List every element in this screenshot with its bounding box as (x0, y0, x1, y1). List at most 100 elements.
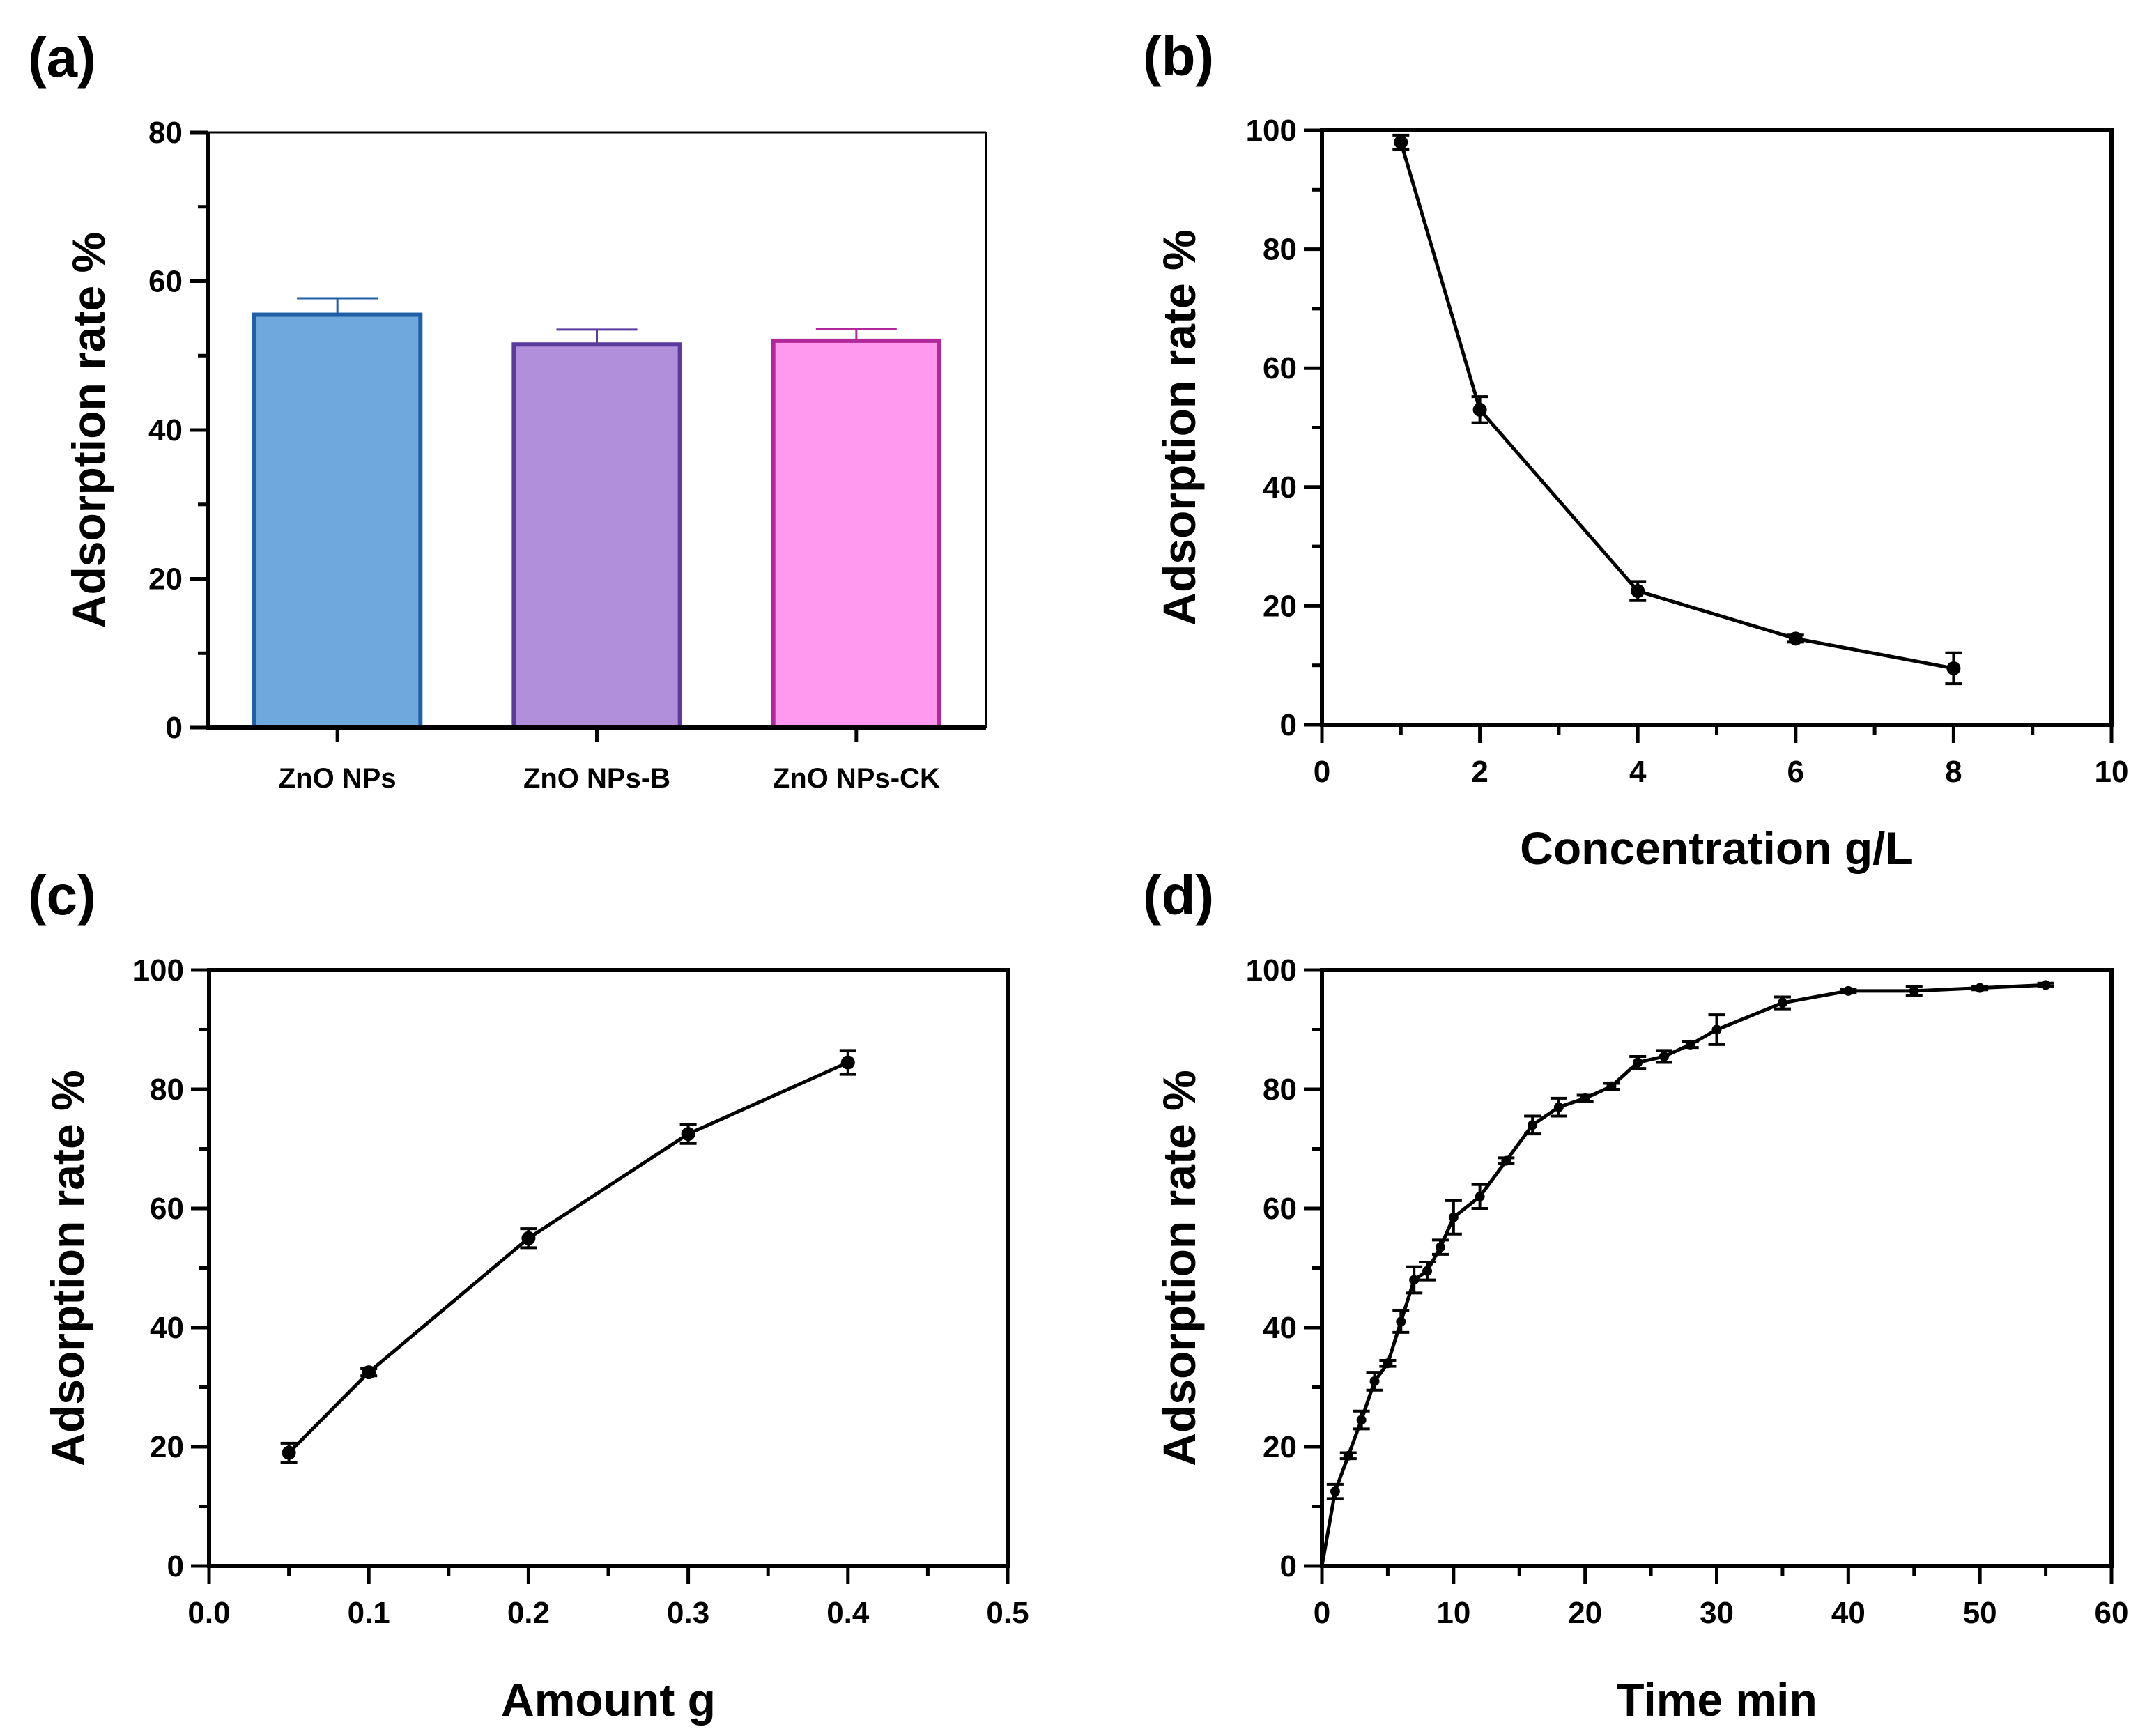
y-tick-label: 60 (1263, 1192, 1297, 1226)
y-tick-label: 0 (166, 711, 183, 745)
data-point (1528, 1120, 1538, 1130)
data-point (1946, 661, 1961, 675)
data-point (840, 1055, 855, 1070)
chart-panel-b: (b) Adsorption rate % 0 20 40 60 80 100 0 2 4 6 8 10 C… (1143, 25, 2128, 874)
data-point (1631, 584, 1645, 599)
y-axis-title: Adsorption rate % (1153, 1070, 1205, 1466)
panel-label: (d) (1143, 864, 1214, 926)
chart-panel-a: (a) Adsorption rate % 0 20 40 60 80 ZnO NPs ZnO … (28, 26, 987, 794)
category-label: ZnO NPs-CK (773, 763, 940, 794)
y-tick-label: 20 (148, 562, 183, 597)
data-point (1475, 1191, 1485, 1201)
y-tick-label: 60 (150, 1192, 184, 1226)
data-point (1659, 1051, 1669, 1061)
y-axis-title: Adsorption rate % (63, 232, 114, 628)
panel-label: (c) (28, 864, 96, 926)
y-tick-label: 100 (133, 953, 184, 988)
data-point (1448, 1212, 1459, 1222)
data-point (1501, 1155, 1511, 1166)
chart-panel-c: (c) Adsorption rate % 0 20 40 60 80 100 0.0 0.1 0.… (28, 864, 1029, 1726)
x-axis-title: Amount g (501, 1674, 716, 1726)
data-point (1409, 1275, 1420, 1285)
bar-3 (771, 338, 941, 730)
series-line (1320, 983, 2046, 1567)
x-tick-label: 30 (1700, 1596, 1734, 1630)
x-tick-label: 4 (1629, 755, 1647, 789)
panel-label: (b) (1143, 25, 1214, 87)
data-point (1711, 1024, 1722, 1035)
data-point (282, 1445, 296, 1460)
data-point (1472, 402, 1487, 417)
y-tick-label: 0 (167, 1549, 184, 1583)
x-tick-label: 10 (2095, 755, 2129, 789)
data-point (1553, 1102, 1564, 1112)
y-tick-label: 20 (1263, 589, 1297, 623)
axes-frame (206, 132, 986, 730)
x-tick-label: 6 (1787, 755, 1804, 789)
data-point (1580, 1093, 1590, 1103)
data-point (1383, 1358, 1393, 1369)
y-tick-label: 20 (150, 1430, 184, 1464)
data-point (1633, 1057, 1643, 1068)
y-tick-label: 0 (1280, 1549, 1297, 1583)
data-point (1396, 1316, 1406, 1327)
data-point (681, 1127, 695, 1142)
data-point (1394, 135, 1408, 150)
data-point (1606, 1081, 1617, 1091)
data-point (1330, 1487, 1340, 1497)
data-point (362, 1365, 376, 1380)
x-tick-label: 8 (1945, 755, 1962, 789)
data-point (2040, 980, 2051, 990)
x-tick-label: 0.1 (348, 1596, 390, 1630)
y-tick-label: 80 (148, 116, 183, 150)
x-tick-label: 0.0 (187, 1596, 230, 1630)
y-tick-label: 40 (148, 413, 183, 447)
x-tick-label: 40 (1831, 1596, 1865, 1630)
panel-label: (a) (28, 26, 96, 89)
axes-frame (207, 968, 1010, 1568)
category-label: ZnO NPs-B (523, 763, 670, 794)
data-point (1356, 1415, 1367, 1425)
x-tick-label: 0 (1314, 755, 1330, 789)
data-point (1788, 631, 1803, 646)
series-line (287, 1061, 849, 1454)
data-point (1777, 998, 1787, 1008)
bar-2 (511, 342, 682, 730)
category-label: ZnO NPs (279, 763, 397, 794)
x-tick-label: 0.3 (667, 1596, 709, 1630)
y-tick-label: 100 (1246, 114, 1297, 148)
y-tick-label: 40 (1263, 470, 1297, 505)
bar-1 (252, 312, 423, 730)
x-tick-label: 0.2 (507, 1596, 550, 1630)
x-tick-label: 10 (1436, 1596, 1470, 1630)
x-tick-label: 0.5 (986, 1596, 1029, 1630)
data-point (1369, 1376, 1380, 1386)
axes-frame (1320, 128, 2114, 727)
x-tick-label: 60 (2095, 1596, 2129, 1630)
x-tick-label: 0 (1314, 1596, 1330, 1630)
data-point (1422, 1266, 1433, 1276)
y-tick-label: 80 (1263, 233, 1297, 267)
data-point (1435, 1242, 1445, 1252)
x-axis-title: Concentration g/L (1520, 822, 1914, 874)
y-axis-title: Adsorption rate % (42, 1070, 93, 1466)
data-point (1343, 1450, 1353, 1461)
y-tick-label: 100 (1246, 953, 1297, 988)
y-tick-label: 40 (1263, 1311, 1297, 1345)
data-point (1975, 983, 1985, 993)
axes-frame (1320, 968, 2114, 1568)
x-tick-label: 2 (1471, 755, 1488, 789)
data-point (1843, 985, 1854, 996)
x-tick-label: 20 (1568, 1596, 1602, 1630)
x-tick-label: 0.4 (826, 1596, 870, 1630)
y-tick-label: 60 (148, 265, 183, 299)
x-tick-label: 50 (1963, 1596, 1997, 1630)
y-tick-label: 80 (1263, 1073, 1297, 1107)
y-tick-label: 40 (150, 1311, 184, 1345)
data-point (1685, 1039, 1695, 1050)
x-axis-title: Time min (1616, 1674, 1817, 1726)
y-tick-label: 60 (1263, 351, 1297, 385)
data-point (1909, 985, 1919, 996)
y-tick-label: 80 (150, 1073, 184, 1107)
